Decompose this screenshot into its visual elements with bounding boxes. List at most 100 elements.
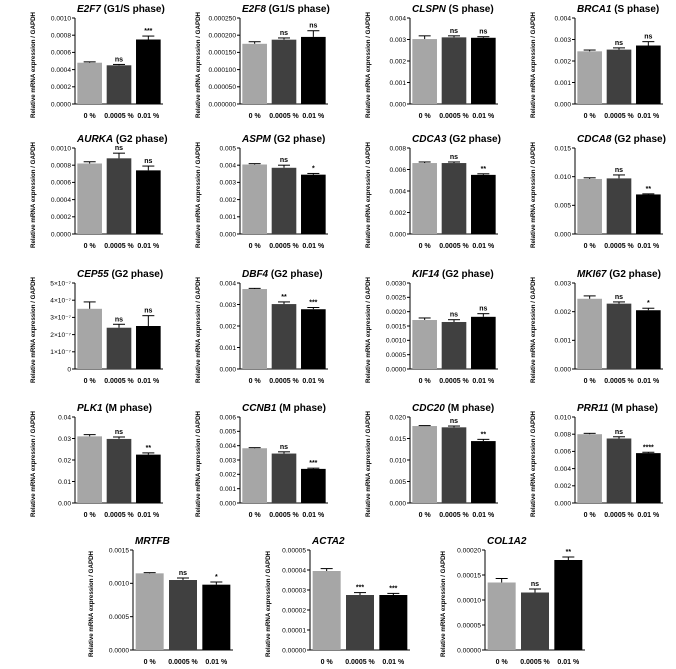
y-tick-label: 0.01 [58,479,71,486]
x-tick-label: 0.01 % [557,659,580,666]
chart-panel-mrtfb: MRTFB Relative mRNA expression / GAPDH 0.0… [88,536,233,666]
y-tick-label: 0.002 [389,210,406,217]
y-tick-label: 0.03 [58,436,71,443]
y-tick-label: 0.0020 [386,309,407,316]
significance-label: *** [309,460,317,467]
bar-dbf4-0 [242,289,267,369]
y-tick-label: 0.005 [219,145,236,152]
y-axis-label: Relative mRNA expression / GAPDH [30,141,37,248]
chart-panel-brca1: BRCA1 (S phase) Relative mRNA expression … [530,4,663,120]
bar-cdca3-0 [412,163,437,234]
chart-title: CLSPN (S phase) [412,4,494,15]
significance-label: ns [115,56,123,63]
y-tick-label: 0.003 [389,37,406,44]
significance-label: ns [615,294,623,301]
bar-kif14-1 [441,321,467,369]
y-axis-label: Relative mRNA expression / GAPDH [30,276,37,383]
x-tick-label: 0 % [496,659,509,666]
significance-label: ** [146,445,152,452]
y-tick-label: 0.0006 [51,180,72,187]
y-tick-label: 0.00010 [457,597,481,604]
y-tick-label: 3×10⁻⁷ [50,315,71,322]
x-tick-label: 0 % [419,512,432,519]
significance-label: ns [309,23,317,30]
chart-title: CEP55 (G2 phase) [77,269,163,280]
x-tick-label: 0.0005 % [269,378,299,385]
significance-label: ** [646,186,652,193]
y-tick-label: 0.001 [219,345,236,352]
bar-brca1-0 [577,51,602,104]
phase-label: (G2 phase) [611,134,665,145]
bar-ccnb1-1 [271,453,297,503]
chart-panel-cdca8: CDCA8 (G2 phase) Relative mRNA expression… [530,134,666,250]
y-tick-label: 0.005 [389,479,406,486]
y-tick-label: 0.000150 [208,50,236,57]
bar-e2f7-2 [136,39,161,104]
significance-label: **** [643,444,654,451]
x-tick-label: 0 % [249,378,262,385]
bar-e2f8-2 [301,36,326,104]
bar-mki67-1 [606,303,632,369]
x-tick-label: 0.0005 % [604,512,634,519]
y-tick-label: 0.001 [389,80,406,87]
bar-clspn-2 [471,37,496,104]
y-tick-label: 0.0000 [51,101,72,108]
x-tick-label: 0 % [144,659,157,666]
x-tick-label: 0 % [584,378,597,385]
significance-label: ns [280,157,288,164]
significance-label: *** [309,300,317,307]
chart-title: E2F7 (G1/S phase) [77,4,165,15]
x-tick-label: 0 % [584,113,597,120]
significance-label: ns [450,28,458,35]
gene-name: CEP55 [77,269,109,280]
chart-title: PRR11 (M phase) [577,403,658,414]
bar-cep55-1 [106,327,132,369]
y-axis-label: Relative mRNA expression / GAPDH [530,276,537,383]
y-tick-label: 0.003 [219,457,236,464]
x-tick-label: 0 % [84,243,97,250]
x-tick-label: 0.01 % [302,512,325,519]
significance-label: * [312,165,315,172]
y-tick-label: 2×10⁻⁷ [50,332,71,339]
y-tick-label: 0.0010 [386,338,407,345]
y-tick-label: 0.000 [219,500,236,507]
bar-cep55-0 [77,308,102,369]
y-tick-label: 0.0008 [51,163,72,170]
y-axis-label: Relative mRNA expression / GAPDH [530,410,537,517]
phase-label: (G2 phase) [446,134,500,145]
y-tick-label: 0.008 [554,432,571,439]
y-tick-label: 0.000000 [208,101,236,108]
y-tick-label: 0.006 [554,449,571,456]
chart-title: ACTA2 [311,536,345,547]
y-tick-label: 0.001 [219,214,236,221]
bar-ccnb1-2 [301,468,326,503]
x-tick-label: 0.01 % [137,378,160,385]
bar-e2f8-0 [242,43,267,104]
y-axis-label: Relative mRNA expression / GAPDH [440,550,447,657]
y-tick-label: 0.0002 [51,214,72,221]
y-tick-label: 0.003 [554,37,571,44]
bar-cdc20-0 [412,426,437,503]
chart-panel-col1a2: COL1A2 Relative mRNA expression / GAPDH 0.… [440,536,585,666]
phase-label: (G2 phase) [271,134,325,145]
y-axis-label: Relative mRNA expression / GAPDH [195,410,202,517]
y-tick-label: 0.00020 [457,547,481,554]
y-tick-label: 0.002 [219,197,236,204]
x-tick-label: 0.01 % [637,243,660,250]
y-tick-label: 0.010 [554,414,571,421]
bar-cdc20-1 [441,427,467,503]
bar-prr11-1 [606,438,632,503]
bar-col1a2-0 [487,582,516,650]
y-axis-label: Relative mRNA expression / GAPDH [265,550,272,657]
gene-name: MKI67 [577,269,607,280]
chart-panel-ccnb1: CCNB1 (M phase) Relative mRNA expression … [195,403,328,519]
y-tick-label: 0.010 [389,457,406,464]
chart-title: BRCA1 (S phase) [577,4,659,15]
y-tick-label: 0.04 [58,414,71,421]
y-tick-label: 0.00 [58,500,71,507]
y-tick-label: 0.0015 [109,547,130,554]
chart-title: AURKA (G2 phase) [76,134,168,145]
y-tick-label: 0.0005 [386,352,407,359]
y-tick-label: 0.004 [554,466,571,473]
x-tick-label: 0.0005 % [345,659,375,666]
